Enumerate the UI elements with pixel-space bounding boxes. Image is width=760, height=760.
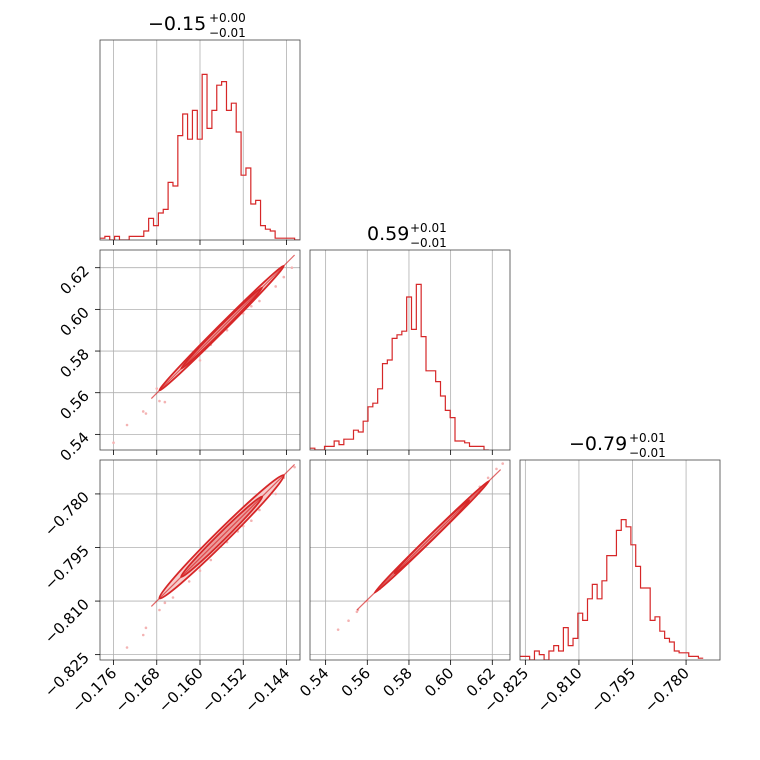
scatter-point: [274, 492, 277, 496]
title-param-0-upper-error: +0.00: [209, 11, 246, 25]
scatter-point: [293, 465, 296, 469]
scatter-point: [158, 608, 161, 612]
title-param-1: 0.59 +0.01 −0.01: [367, 221, 447, 250]
scatter-point: [198, 359, 202, 362]
axes-frame: [309, 459, 511, 661]
title-param-0-lower-error: −0.01: [209, 26, 246, 40]
title-param-2-lower-error: −0.01: [629, 446, 666, 460]
scatter-point: [112, 441, 115, 445]
histogram-step-line: [100, 73, 300, 240]
title-param-0-value: −0.15: [148, 13, 206, 35]
panel-pair-2-1: 0.54 0.56 0.58 0.60 0.62: [296, 459, 511, 700]
plot-area: [100, 73, 300, 240]
panel-diag-1: [309, 249, 511, 455]
scatter-point: [250, 304, 253, 308]
plot-area: [310, 283, 489, 450]
grid: [113, 40, 287, 240]
grid: [524, 460, 687, 660]
scatter-point: [163, 601, 167, 605]
scatter-point: [144, 626, 148, 630]
title-param-2-value: −0.79: [569, 433, 627, 455]
scatter-point: [187, 580, 191, 583]
plot-area: [336, 462, 505, 631]
scatter-point: [125, 423, 129, 427]
scatter-point: [336, 628, 340, 631]
scatter-point: [290, 266, 294, 270]
title-param-1-value: 0.59: [367, 223, 409, 245]
scatter-point: [171, 596, 175, 599]
scatter-point: [125, 646, 129, 649]
scatter-point: [501, 462, 505, 465]
scatter-point: [158, 399, 161, 403]
scatter-point: [198, 569, 202, 573]
axes-frame: [519, 459, 721, 661]
scatter-point: [282, 275, 286, 279]
density-ridge: [356, 469, 502, 611]
title-param-1-upper-error: +0.01: [410, 221, 447, 235]
scatter-point: [347, 619, 350, 623]
scatter-point: [163, 400, 167, 404]
title-param-1-lower-error: −0.01: [410, 236, 447, 250]
scatter-point: [155, 387, 159, 390]
scatter-point: [258, 508, 261, 512]
scatter-point: [141, 633, 145, 637]
scatter-point: [258, 299, 261, 303]
title-param-0: −0.15 +0.00 −0.01: [148, 11, 246, 40]
grid: [310, 460, 510, 660]
scatter-point: [250, 519, 253, 523]
scatter-point: [486, 476, 490, 480]
title-param-2: −0.79 +0.01 −0.01: [569, 431, 666, 460]
plot-area: [125, 464, 296, 649]
scatter-point: [495, 467, 498, 471]
grid: [100, 250, 300, 450]
plot-area: [112, 254, 296, 445]
density-ridge: [150, 254, 296, 399]
histogram-step-line: [310, 283, 489, 450]
axes-frame: [309, 249, 511, 451]
scatter-point: [144, 412, 148, 415]
panel-diag-0: [99, 39, 301, 245]
grid: [100, 460, 300, 660]
plot-area: [520, 519, 704, 660]
scatter-point: [141, 410, 145, 413]
histogram-step-line: [520, 519, 704, 660]
scatter-point: [274, 285, 277, 288]
scatter-point: [209, 558, 213, 562]
density-ridge: [150, 464, 296, 607]
title-param-2-upper-error: +0.01: [629, 431, 666, 445]
